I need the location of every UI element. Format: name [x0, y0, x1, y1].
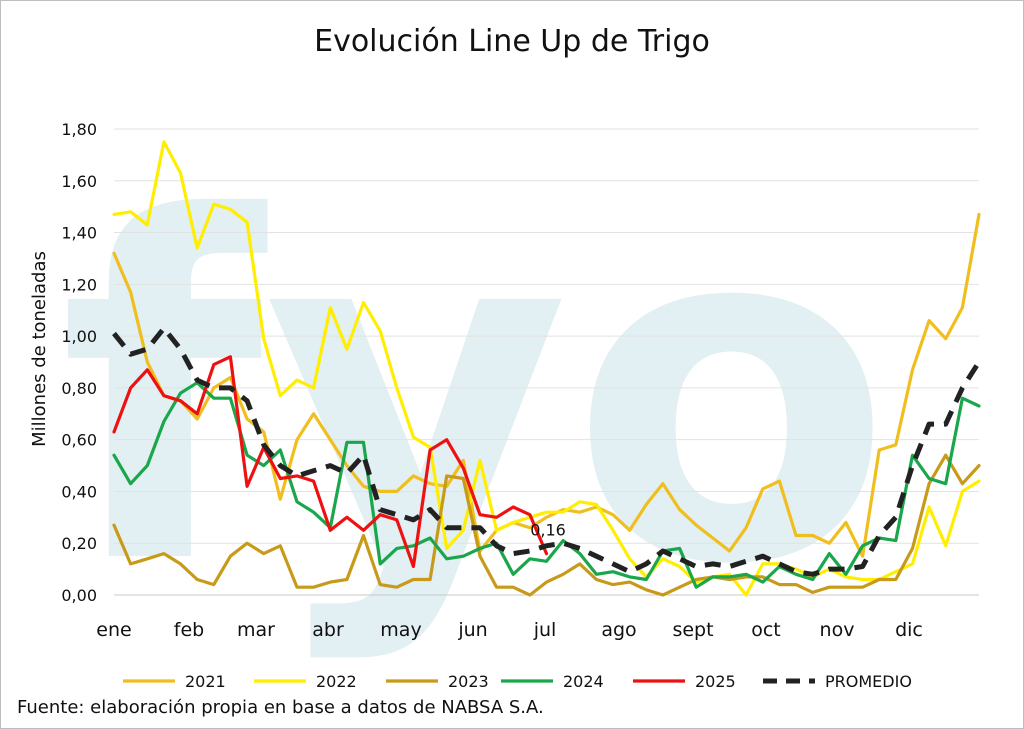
x-tick-label: nov [820, 619, 855, 641]
x-tick-label: feb [174, 619, 204, 641]
x-tick-label: ene [96, 619, 131, 641]
data-label-2025: 0,16 [530, 521, 566, 540]
legend-label: 2023 [448, 672, 489, 691]
y-tick-label: 0,60 [61, 431, 97, 450]
series-line-2022 [112, 140, 981, 597]
x-tick-label: may [380, 619, 421, 641]
y-tick-label: 1,60 [61, 172, 97, 191]
y-tick-label: 1,00 [61, 327, 97, 346]
series-line-promedio [112, 325, 982, 577]
chart-title: Evolución Line Up de Trigo [314, 24, 710, 59]
x-tick-label: jun [457, 619, 487, 641]
source-note: Fuente: elaboración propia en base a dat… [17, 697, 544, 718]
legend-label: 2025 [695, 672, 736, 691]
y-tick-label: 0,40 [61, 482, 97, 501]
x-tick-label: mar [237, 619, 275, 641]
y-tick-label: 0,00 [61, 586, 97, 605]
x-tick-label: oct [751, 619, 781, 641]
legend: 2021 2022 2023 2024 2025 PROMEDIO [123, 672, 912, 691]
watermark-text: fyo [59, 120, 893, 667]
legend-label: 2024 [563, 672, 604, 691]
x-tick-label: sept [672, 619, 713, 641]
legend-label: 2022 [316, 672, 357, 691]
y-tick-label: 1,20 [61, 275, 97, 294]
x-tick-label: dic [895, 619, 923, 641]
legend-label: 2021 [185, 672, 226, 691]
x-tick-label: abr [312, 619, 344, 641]
y-tick-label: 1,40 [61, 224, 97, 243]
y-tick-label: 0,20 [61, 534, 97, 553]
y-tick-label: 0,80 [61, 379, 97, 398]
x-tick-label: ago [601, 619, 636, 641]
legend-label: PROMEDIO [825, 672, 912, 691]
y-tick-label: 1,80 [61, 120, 97, 139]
series-line-2023 [112, 453, 981, 597]
series-line-2025 [112, 355, 549, 569]
x-tick-label: jul [533, 619, 557, 641]
watermark-logo: fyo [59, 120, 893, 667]
y-axis-label: Millones de toneladas [29, 251, 50, 447]
